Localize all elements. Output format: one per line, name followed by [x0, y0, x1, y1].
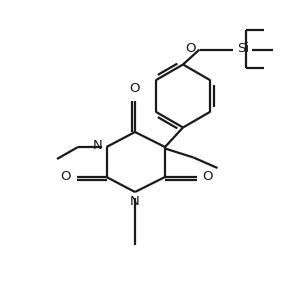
Text: O: O	[185, 41, 196, 55]
Text: O: O	[130, 82, 140, 95]
Text: O: O	[60, 170, 70, 184]
Text: O: O	[203, 170, 213, 184]
Text: N: N	[130, 195, 140, 208]
Text: N: N	[93, 139, 103, 152]
Text: Si: Si	[237, 41, 249, 55]
